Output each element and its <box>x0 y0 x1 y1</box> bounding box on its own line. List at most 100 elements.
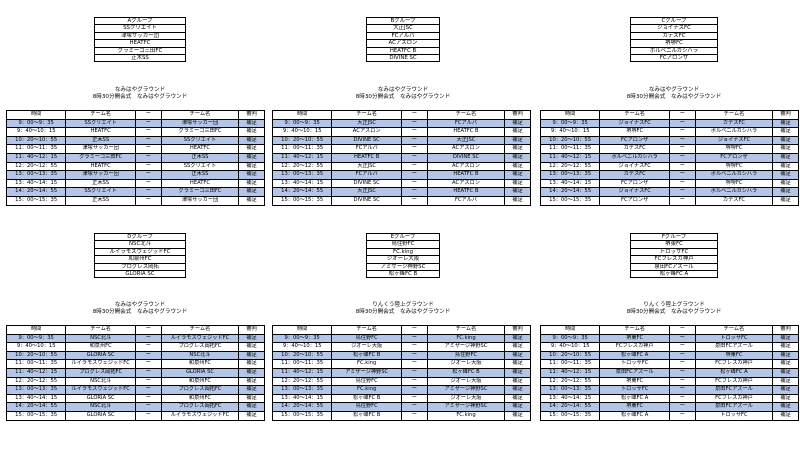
match-row: 14：20～14：55 SSクリエイトーグラミーゴ三田FC 補足 <box>5 187 265 197</box>
away-team: グラミーゴ三田FC <box>160 127 240 137</box>
away-team: GLORIA SC <box>160 367 240 378</box>
vs-dash: ー <box>668 376 696 387</box>
referee: 補足 <box>772 385 799 395</box>
match-time: 9：40～10：15 <box>271 342 333 352</box>
vs-dash: ー <box>134 350 162 361</box>
header-referee: 審判 <box>772 325 799 335</box>
away-team: 大正JSC <box>426 135 506 146</box>
home-team: 堺堺FC <box>599 127 670 137</box>
home-team: FCアロンザ <box>599 178 670 189</box>
home-team: HEATFC <box>65 161 136 172</box>
home-team: 松ヶ峰FC B <box>331 393 402 404</box>
away-team: トロッサFC <box>694 333 774 344</box>
away-team: HEATFC <box>160 178 240 189</box>
referee: 補足 <box>504 376 531 387</box>
home-team: DIVINE SC <box>331 135 402 146</box>
match-row: 9：00～9：35 NSC北斗ールイラモスヴェジッドFC 補足 <box>5 333 265 344</box>
match-time: 14：20～14：55 <box>539 187 601 197</box>
match-row: 12：20～12：55 HEATFC ー SSクリエイト 補足 <box>5 161 265 172</box>
away-team: アミザージ神野SC <box>426 402 506 412</box>
match-row: 11：40～12：15 プログレス岡拓FC ー GLORIA SC 補足 <box>5 367 265 378</box>
away-team: 泉田FCアズール <box>694 402 774 412</box>
vs-dash: ー <box>668 385 696 395</box>
vs-dash: ー <box>400 135 428 146</box>
match-time: 11：40～12：15 <box>539 367 601 378</box>
away-team: プログレス岡拓FC <box>160 402 240 412</box>
venue-line: 8時30分開会式 なみはやグラウンド <box>92 308 188 315</box>
referee: 補足 <box>772 376 799 387</box>
home-team: GLORIA SC <box>65 410 136 421</box>
away-team: ACアスロン <box>426 144 506 154</box>
away-team: 泉田FCアズール <box>694 342 774 352</box>
header-team-2: チーム名 <box>426 110 506 120</box>
match-time: 11：00～11：35 <box>539 144 601 154</box>
away-team: ボルベニルカシハラ <box>694 127 774 137</box>
home-team: GLORIA SC <box>65 350 136 361</box>
vs-dash: ー <box>668 350 696 361</box>
referee: 補足 <box>238 333 265 344</box>
home-team: FCアルバ <box>331 144 402 154</box>
match-row: 13：40～14：15 松ヶ峰FC B ージオーレ大阪 補足 <box>271 393 531 404</box>
away-team: SSクリエイト <box>160 135 240 146</box>
match-time: 11：00～11：35 <box>271 359 333 369</box>
home-team: FC.king <box>331 359 402 369</box>
away-team: 堺東FC <box>694 350 774 361</box>
match-time: 11：00～11：35 <box>5 144 67 154</box>
team-name: HEATFC B <box>366 46 440 56</box>
referee: 補足 <box>772 359 799 369</box>
referee: 補足 <box>504 410 531 421</box>
home-team: ジョイナスFC <box>599 187 670 197</box>
referee: 補足 <box>504 195 531 206</box>
match-row: 9：00～9：35 鳥住野FC ー FC.king 補足 <box>271 333 531 344</box>
match-row: 11：00～11：35 トロッサFC ー FCフレスカ神戸 補足 <box>539 359 799 369</box>
group-title: Eグループ <box>366 232 440 242</box>
schedule-header: 時間 チーム名ーチーム名 審判 <box>5 110 265 120</box>
match-time: 13：00～13：35 <box>5 385 67 395</box>
referee: 補足 <box>504 333 531 344</box>
header-referee: 審判 <box>504 110 531 120</box>
referee: 補足 <box>238 402 265 412</box>
vs-dash: ー <box>400 170 428 180</box>
team-name: 津塚サッカー団 <box>94 31 186 41</box>
referee: 補足 <box>238 367 265 378</box>
group-title: Fグループ <box>630 232 718 242</box>
home-team: 大正JSC <box>331 187 402 197</box>
match-row: 13：40～14：15 FCアロンザー堺堺FC 補足 <box>539 178 799 189</box>
match-schedule: 時間 チーム名ーチーム名 審判 9：00～9：35 大正JSC ー FCアルバ 補足 9：40～… <box>271 110 531 206</box>
vs-dash: ー <box>134 195 162 206</box>
match-row: 14：20～14：55 NSC北斗ープログレス岡拓FC 補足 <box>5 402 265 412</box>
header-referee: 審判 <box>238 110 265 120</box>
match-row: 11：40～12：15 ボルベニルカシハラー FCアロンザ 補足 <box>539 152 799 163</box>
home-team: SSクリエイト <box>65 187 136 197</box>
match-schedule: 時間 チーム名ーチーム名 審判 9：00～9：35 NSC北斗ールイラモスヴェジッドFC… <box>5 325 265 421</box>
vs-dash: ー <box>668 333 696 344</box>
match-time: 9：40～10：15 <box>539 342 601 352</box>
away-team: HEATFC B <box>426 187 506 197</box>
match-row: 11：00～11：35 FCアルバー ACアスロン 補足 <box>271 144 531 154</box>
match-time: 15：00～15：35 <box>5 410 67 421</box>
match-time: 11：40～12：15 <box>271 367 333 378</box>
vs-dash: ー <box>134 402 162 412</box>
match-row: 12：20～12：55 堺東FC ー FCフレスカ神戸 補足 <box>539 376 799 387</box>
away-team: ジオーレ大阪 <box>426 359 506 369</box>
vs-dash: ー <box>400 161 428 172</box>
home-team: トロッサFC <box>599 385 670 395</box>
schedule-header: 時間 チーム名ーチーム名 審判 <box>539 325 799 335</box>
match-row: 11：40～12：15 泉田FCアズールー松ヶ峰FC A 補足 <box>539 367 799 378</box>
team-list: Eグループ 鳥住野FC FC.king ジオーレ大阪 アミザージ神野SC 松ヶ峰FC B <box>366 232 440 279</box>
home-team: 正木SS <box>65 195 136 206</box>
away-team: 松ヶ峰FC A <box>694 367 774 378</box>
venue-info: りんくう陸上グラウンド 8時30分開会式 なみはやグラウンド <box>594 302 754 315</box>
schedule-header: 時間 チーム名ーチーム名 審判 <box>271 325 531 335</box>
match-row: 9：00～9：35 SSクリエイトー津塚サッカー団 補足 <box>5 118 265 129</box>
match-time: 15：00～15：35 <box>271 195 333 206</box>
match-time: 9：00～9：35 <box>539 333 601 344</box>
team-name: DIVINE SC <box>366 54 440 63</box>
home-team: ジョイナスFC <box>599 161 670 172</box>
away-team: 堺堺FC <box>694 178 774 189</box>
home-team: DIVINE SC <box>331 178 402 189</box>
team-name: グラミーゴ三田FC <box>94 46 186 56</box>
match-row: 13：40～14：15 GLORIA SC ー和泉州FC 補足 <box>5 393 265 404</box>
vs-dash: ー <box>134 393 162 404</box>
match-time: 14：20～14：55 <box>271 402 333 412</box>
